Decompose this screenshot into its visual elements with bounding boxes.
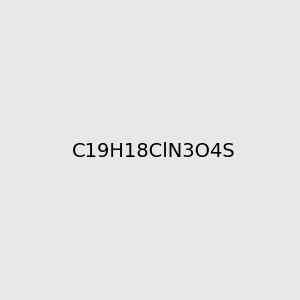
Text: C19H18ClN3O4S: C19H18ClN3O4S xyxy=(72,142,236,161)
